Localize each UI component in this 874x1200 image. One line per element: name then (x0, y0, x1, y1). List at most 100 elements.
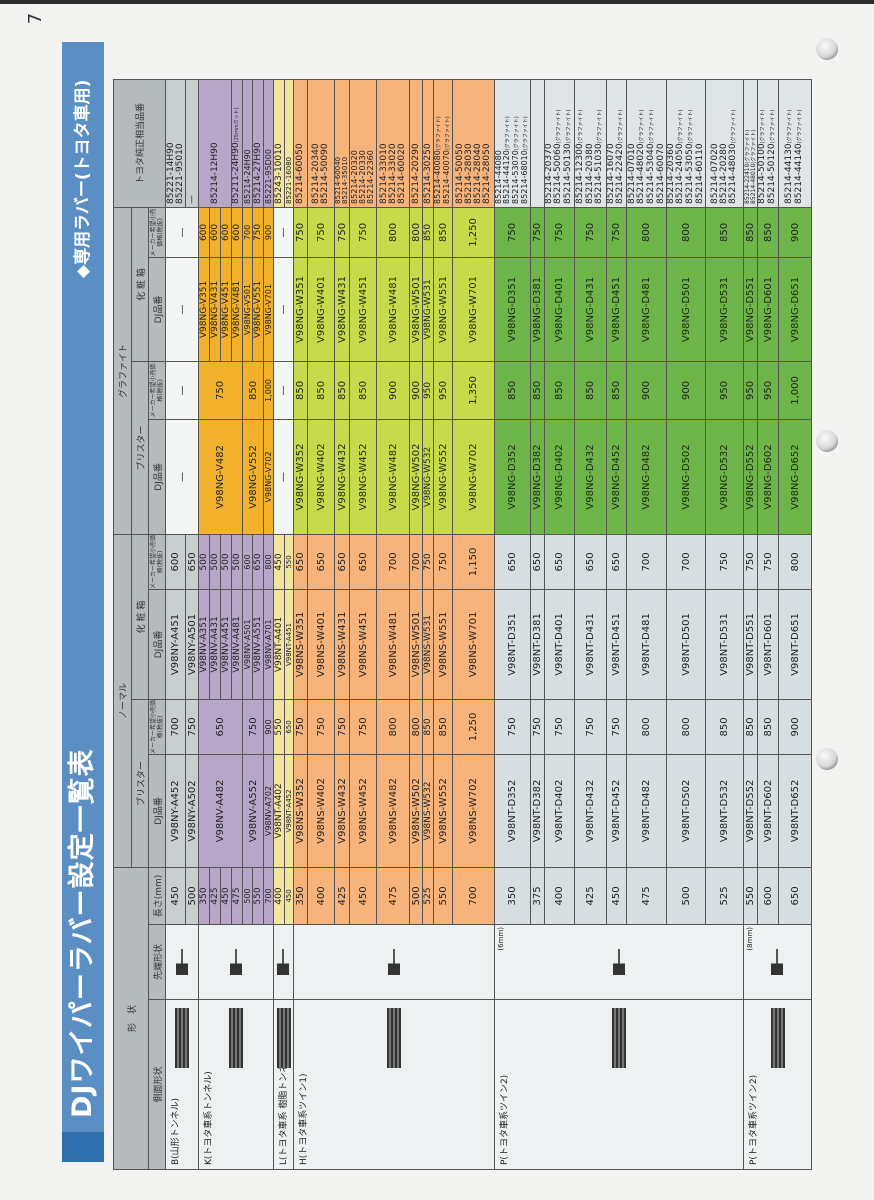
length-cell: 350 (494, 867, 531, 925)
tip-size-note: (8mm) (746, 927, 754, 951)
normal-blister-dj: V98NS-W402 (307, 754, 335, 868)
toyota-part-number: 85221-16080 (285, 80, 293, 204)
toyota-code-note: (グラファイト) (445, 116, 451, 151)
graphite-box-dj: V98NG-D551 (743, 257, 758, 362)
rubber-setting-table: 形 状 ノーマル グラファイト トヨタ純正相当品番 ブリスター 化 粧 箱 ブリ… (113, 79, 812, 1170)
tip-shape-cell: (8mm) (743, 924, 812, 1000)
toyota-part-cell: 85214-24H90 (242, 79, 253, 208)
toyota-code: 85214-60050 (295, 143, 305, 204)
normal-box-price: 750 (705, 534, 744, 590)
graphite-box-dj: V98NG-V351 (198, 257, 210, 362)
toyota-code: 85214-12300 (575, 143, 585, 204)
normal-blister-dj: V98NT-D652 (778, 754, 812, 868)
toyota-code: 85214-44140 (794, 143, 804, 204)
length-cell: 475 (626, 867, 667, 925)
graphite-box-price: 850 (757, 207, 779, 258)
graphite-blister-dj: V98NG-V482 (198, 419, 243, 535)
normal-blister-dj: V98NY-A502 (185, 754, 199, 868)
graphite-box-dj: V98NG-W401 (307, 257, 335, 362)
header-price: メーカー希望小売価格(税抜) (148, 699, 166, 755)
toyota-part-number: 85214-68010(グラファイト) (520, 80, 530, 204)
normal-blister-price: 800 (666, 699, 706, 755)
normal-box-dj: V98NY-A451 (165, 589, 186, 700)
rubber-tip-profile-icon (771, 949, 783, 975)
toyota-code: 85214-50120 (767, 143, 777, 204)
toyota-part-number: 85214-60020 (397, 80, 407, 204)
toyota-part-cell: 85214-07010 85214-48020(グラファイト) 85214-5304… (626, 79, 667, 208)
normal-blister-price: 750 (606, 699, 627, 755)
graphite-box-dj: V98NG-W431 (334, 257, 350, 362)
graphite-blister-dj: V98NG-W402 (307, 419, 335, 535)
graphite-blister-dj: V98NG-V552 (242, 419, 264, 535)
graphite-blister-price: 950 (433, 361, 453, 420)
graphite-box-dj: V98NG-W701 (452, 257, 495, 362)
normal-box-dj: V98NV-A431 (209, 589, 221, 700)
graphite-blister-price: — (165, 361, 199, 420)
toyota-part-cell: 85214-27H90 (252, 79, 264, 208)
toyota-part-cell: 85221-95D00 (263, 79, 274, 208)
normal-box-dj: V98NT-D531 (705, 589, 744, 700)
toyota-code: 85214-12H90 (209, 142, 220, 204)
rubber-side-profile-icon (276, 1008, 291, 1068)
normal-blister-dj: V98NT-D352 (494, 754, 531, 868)
rubber-side-profile-icon (229, 1008, 243, 1068)
toyota-part-cell: 85221-16080 (284, 79, 294, 208)
toyota-code: 85214-50130 (563, 143, 573, 204)
graphite-blister-dj: V98NG-W552 (433, 419, 453, 535)
header-toyota: トヨタ純正相当品番 (113, 79, 166, 208)
toyota-part-cell: 85214-12300(グラファイト) 85214-20380 85214-5103… (574, 79, 607, 208)
graphite-box-price: — (165, 207, 199, 258)
graphite-box-price: — (273, 207, 294, 258)
normal-blister-price: 800 (626, 699, 667, 755)
toyota-part-number: 85214-12H90 (209, 80, 220, 204)
normal-box-dj: V98NV-A551 (252, 589, 264, 700)
toyota-part-number: 85214-60110 (695, 80, 705, 204)
graphite-box-price: 850 (433, 207, 453, 258)
graphite-box-price: 750 (574, 207, 607, 258)
header-price: メーカー希望小売価格(税抜) (148, 361, 166, 420)
graphite-box-price: 750 (530, 207, 545, 258)
normal-blister-dj: V98NS-W702 (452, 754, 495, 868)
toyota-code: 85221-95D00 (263, 149, 273, 204)
toyota-code: 85214-60110 (695, 143, 705, 204)
graphite-blister-price: 900 (666, 361, 706, 420)
graphite-blister-price: 950 (757, 361, 779, 420)
normal-box-price: 650 (574, 534, 607, 590)
toyota-code: 85214-28050 (481, 143, 492, 204)
toyota-part-number: 85214-50090 (320, 80, 330, 204)
normal-blister-dj: V98NT-D402 (544, 754, 575, 868)
table-row: B(山形トンネル) 450 V98NY-A452 700 V98NY-A451 600— —… (165, 79, 199, 1170)
normal-blister-price: 750 (185, 699, 199, 755)
toyota-part-number: 85214-24H90 (243, 80, 252, 204)
graphite-box-price: 750 (293, 207, 308, 258)
shape-label: P(トヨタ車系ツイン2) (749, 1074, 759, 1165)
graphite-blister-price: 850 (530, 361, 545, 420)
normal-box-dj: V98NS-W451 (349, 589, 377, 700)
graphite-blister-price: 850 (606, 361, 627, 420)
normal-box-dj: V98NT-D481 (626, 589, 667, 700)
graphite-blister-dj: V98NG-W532 (422, 419, 434, 535)
graphite-box-price: 900 (263, 207, 274, 258)
toyota-part-number: — (186, 80, 197, 204)
shape-label: B(山形トンネル) (171, 1097, 181, 1165)
toyota-code: 85214-53070 (511, 150, 520, 204)
graphite-blister-dj: — (273, 419, 294, 535)
toyota-code: 85214-44120 (502, 150, 511, 204)
length-cell: 475 (376, 867, 410, 925)
toyota-part-number: 85214-48030(グラファイト) (727, 80, 739, 204)
toyota-code: — (186, 194, 197, 204)
graphite-blister-dj: V98NG-W352 (293, 419, 308, 535)
toyota-code: 85214-50090 (320, 143, 330, 204)
graphite-blister-dj: V98NG-D482 (626, 419, 667, 535)
punch-hole (816, 430, 838, 452)
normal-blister-price: 850 (705, 699, 744, 755)
normal-box-dj: V98NV-A451 (220, 589, 232, 700)
normal-blister-price: 750 (574, 699, 607, 755)
normal-blister-dj: V98NT-D432 (574, 754, 607, 868)
toyota-part-number: 85221-95010 (175, 80, 185, 204)
toyota-code: 85214-48030 (727, 143, 738, 204)
side-shape-cell: P(トヨタ車系ツイン2) (494, 999, 744, 1170)
normal-box-price: 650 (530, 534, 545, 590)
length-cell: 450 (349, 867, 377, 925)
toyota-part-number: 85214-60050 (295, 80, 305, 204)
